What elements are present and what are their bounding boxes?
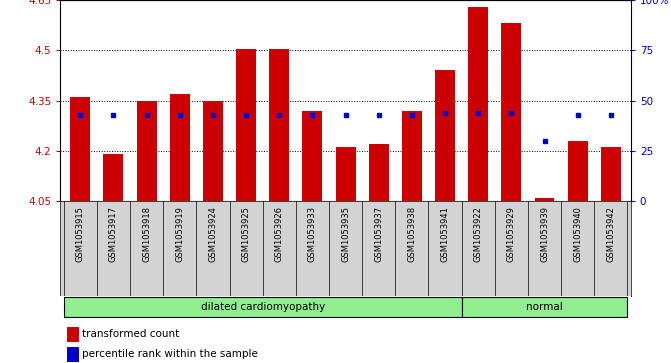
Text: GSM1053933: GSM1053933 (308, 206, 317, 262)
Bar (601, 147, 621, 201)
Bar (103, 154, 123, 201)
Bar (170, 94, 190, 201)
Text: GSM1053939: GSM1053939 (540, 206, 549, 262)
Text: normal: normal (526, 302, 563, 311)
Bar (303, 111, 322, 201)
Bar (137, 101, 156, 201)
Text: GSM1053925: GSM1053925 (242, 206, 250, 262)
Bar (568, 141, 588, 201)
Bar (269, 49, 289, 201)
Text: GSM1053942: GSM1053942 (607, 206, 615, 262)
FancyBboxPatch shape (462, 297, 627, 317)
Text: dilated cardiomyopathy: dilated cardiomyopathy (201, 302, 325, 311)
Text: transformed count: transformed count (82, 329, 179, 339)
Text: GSM1053922: GSM1053922 (474, 206, 482, 262)
Bar (70, 97, 90, 201)
Text: GSM1053924: GSM1053924 (209, 206, 217, 262)
Text: GSM1053918: GSM1053918 (142, 206, 151, 262)
Text: GSM1053940: GSM1053940 (573, 206, 582, 262)
FancyBboxPatch shape (64, 297, 462, 317)
Text: percentile rank within the sample: percentile rank within the sample (82, 349, 258, 359)
Bar (435, 70, 455, 201)
Bar (402, 111, 422, 201)
Bar (468, 7, 488, 201)
Text: GSM1053938: GSM1053938 (407, 206, 417, 262)
Bar (501, 24, 521, 201)
Bar (336, 147, 356, 201)
Text: GSM1053917: GSM1053917 (109, 206, 118, 262)
Text: GSM1053935: GSM1053935 (341, 206, 350, 262)
Text: GSM1053941: GSM1053941 (441, 206, 450, 262)
Bar (203, 101, 223, 201)
Text: GSM1053919: GSM1053919 (175, 206, 185, 262)
Bar (236, 49, 256, 201)
Text: GSM1053926: GSM1053926 (274, 206, 284, 262)
Bar (535, 197, 554, 201)
Text: disease state  ▶: disease state ▶ (0, 362, 1, 363)
Text: GSM1053929: GSM1053929 (507, 206, 516, 262)
Text: GSM1053915: GSM1053915 (76, 206, 85, 262)
Text: GSM1053937: GSM1053937 (374, 206, 383, 262)
Bar (369, 144, 389, 201)
